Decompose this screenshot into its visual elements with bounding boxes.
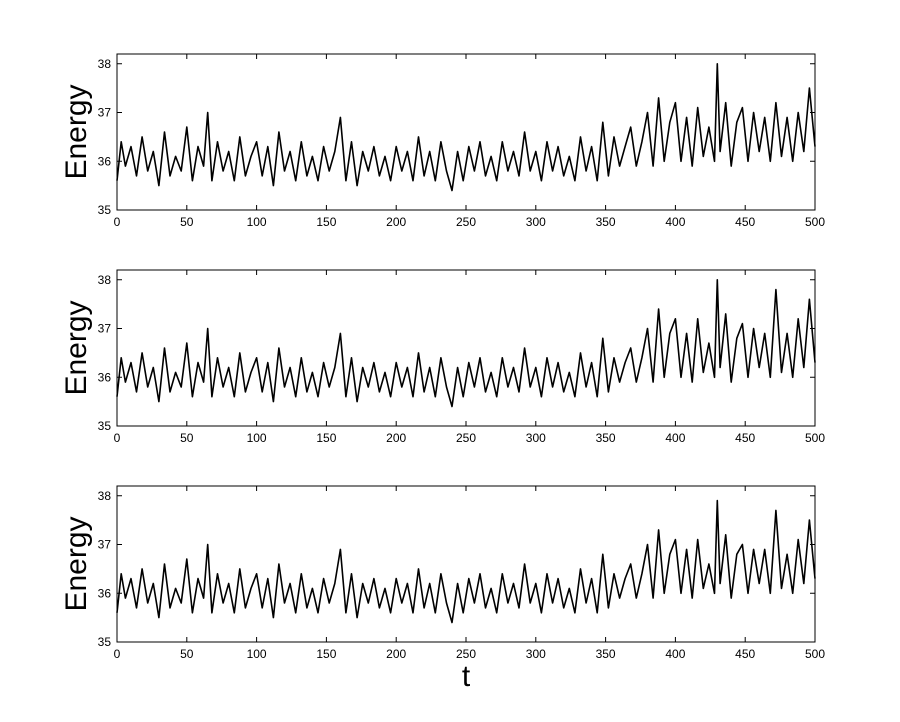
x-tick-label: 500 [805, 215, 825, 229]
x-tick-label: 300 [526, 431, 546, 445]
energy-series-line [116, 62, 816, 192]
x-tick-label: 100 [247, 431, 267, 445]
energy-series-line [116, 499, 816, 624]
y-tick-label: 36 [98, 154, 112, 168]
x-tick-label: 150 [316, 215, 336, 229]
x-tick-label: 500 [805, 431, 825, 445]
x-tick-label: 450 [735, 215, 755, 229]
y-axis-label: Energy [60, 84, 93, 179]
chart-panel-2: 0 50 100 150 200 250 300 350 400 450 500 35 36 37 38 En… [60, 269, 825, 445]
x-tick-label: 50 [180, 215, 194, 229]
x-tick-label: 450 [735, 647, 755, 661]
y-tick-label: 36 [98, 586, 112, 600]
x-tick-label: 0 [114, 431, 121, 445]
y-axis-label: Energy [60, 300, 93, 395]
x-tick-label: 50 [180, 647, 194, 661]
y-axis-label: Energy [60, 516, 93, 611]
x-tick-label: 250 [456, 647, 476, 661]
x-tick-label: 350 [596, 431, 616, 445]
x-tick-label: 0 [114, 647, 121, 661]
x-tick-label: 450 [735, 431, 755, 445]
x-tick-label: 200 [386, 431, 406, 445]
x-tick-label: 400 [665, 431, 685, 445]
x-tick-label: 0 [114, 215, 121, 229]
y-tick-label: 38 [98, 273, 112, 287]
chart-panel-1: 0 50 100 150 200 250 300 350 400 450 500 35 36 37 38 En… [60, 53, 825, 229]
x-tick-label: 150 [316, 647, 336, 661]
x-axis-label: t [462, 660, 471, 693]
x-tick-label: 250 [456, 431, 476, 445]
x-tick-label: 400 [665, 647, 685, 661]
x-tick-label: 300 [526, 647, 546, 661]
y-tick-label: 37 [98, 538, 112, 552]
x-tick-label: 150 [316, 431, 336, 445]
y-tick-label: 38 [98, 57, 112, 71]
x-tick-label: 200 [386, 647, 406, 661]
y-tick-label: 35 [98, 203, 112, 217]
x-tick-label: 100 [247, 647, 267, 661]
y-tick-label: 38 [98, 489, 112, 503]
x-tick-label: 50 [180, 431, 194, 445]
y-tick-label: 37 [98, 106, 112, 120]
x-tick-label: 300 [526, 215, 546, 229]
x-tick-label: 350 [596, 215, 616, 229]
plot-area-frame [116, 485, 816, 643]
x-tick-label: 250 [456, 215, 476, 229]
y-tick-label: 37 [98, 322, 112, 336]
x-tick-label: 100 [247, 215, 267, 229]
x-tick-label: 200 [386, 215, 406, 229]
y-tick-label: 36 [98, 370, 112, 384]
x-tick-label: 400 [665, 215, 685, 229]
y-tick-label: 35 [98, 635, 112, 649]
x-tick-label: 500 [805, 647, 825, 661]
energy-series-line [116, 278, 816, 408]
chart-panel-3: 0 50 100 150 200 250 300 350 400 450 500 35 36 37 38 En… [60, 485, 825, 693]
y-tick-label: 35 [98, 419, 112, 433]
x-tick-label: 350 [596, 647, 616, 661]
